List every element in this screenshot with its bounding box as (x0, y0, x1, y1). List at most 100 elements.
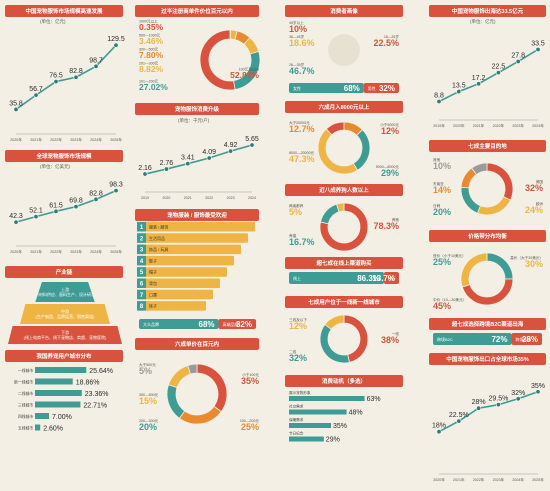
rank-bar (137, 222, 255, 232)
category-label: 社交需求 (289, 404, 304, 409)
donut-slice (352, 129, 371, 171)
data-label: 82.8 (89, 190, 103, 197)
age-label: 36—45岁 (289, 34, 305, 39)
split-segment (511, 333, 542, 345)
data-point (456, 418, 462, 424)
data-point (495, 70, 501, 76)
chain-title: 产业链 (5, 266, 123, 278)
data-point (206, 155, 212, 161)
split-value: 32% (379, 84, 395, 93)
data-label: 2.16 (138, 165, 152, 172)
split-label: 线上 (293, 275, 301, 281)
slice-value: 5% (289, 207, 302, 217)
data-point (53, 208, 59, 214)
chain-level-down-body: (线上电商平台、线下宠物店、商超、宠物医院) (23, 335, 107, 340)
split-value: 32% (236, 320, 252, 329)
data-label: 17.2 (472, 75, 486, 82)
donut-slice (324, 314, 345, 330)
data-point (249, 142, 255, 148)
slice-value: 3.46% (139, 36, 164, 46)
avg-title: 宠物服饰消费升级 (135, 103, 259, 115)
rank-label: 口罩 (149, 291, 157, 297)
tick-label: 2020年 (433, 477, 445, 482)
split-segment (383, 272, 399, 284)
export-unit: (单位：亿元) (470, 19, 496, 24)
scale-line-chart: 42.3 2020年 52.1 2021年 61.5 2022年 69.8 2023年 82.8… (9, 182, 123, 254)
rank-number: 2 (140, 236, 144, 242)
series-line (438, 390, 539, 433)
bar-value: 7.00% (52, 414, 72, 421)
slice-label: 5000—8000元 (376, 165, 400, 169)
price-title: 过半注册商单件价位百元以内 (135, 5, 259, 17)
bar-value: 22.71% (83, 403, 107, 410)
slice-value: 30% (525, 259, 543, 269)
tick-label: 2020年 (453, 123, 465, 128)
slice-label: 大于500元 (139, 362, 156, 367)
slice-label: 高价（大于30美元） (510, 255, 543, 260)
consumer-age-chart: 10%45岁以上 18.6%36—45岁 46.7%26—35岁 22.5%18—25… (289, 20, 399, 76)
tick-label: 2024年 (512, 477, 524, 482)
export-title: 中国宠物服饰出海达33.5亿元 (429, 5, 546, 17)
data-label: 8.8 (434, 92, 444, 99)
donut-slice (196, 363, 228, 413)
split-label: 线下 (388, 275, 396, 281)
slice-label: 8000—20000元 (289, 151, 315, 155)
data-label: 2.76 (160, 160, 174, 167)
data-point (495, 402, 501, 408)
rank-bar (137, 301, 206, 311)
data-label: 82.8 (69, 68, 83, 75)
online-title: 超七成在线上渠道购买 (285, 257, 403, 269)
slice-label: 欧洲 (536, 201, 544, 206)
data-point (142, 171, 148, 177)
split-segment (139, 319, 219, 329)
donut-slice (199, 29, 236, 91)
split-value: 72% (491, 335, 507, 344)
priceb-donut-chart: 25%低价（小于10美元） 45%中价（10—30美元） 30%高价（大于30美元） (433, 252, 543, 311)
donut-slice (319, 323, 350, 364)
series-line (15, 44, 117, 111)
chain-level-mid-body: (生产制造、品牌运营、销售渠道) (35, 314, 95, 319)
slice-value: 0.35% (139, 22, 164, 32)
data-point (228, 148, 234, 154)
donut-slice (461, 278, 514, 306)
split-value: 68% (344, 84, 360, 93)
split-segment (433, 333, 512, 345)
tick-label: 2025年 (110, 137, 122, 142)
data-label: 29.5% (488, 396, 508, 403)
bar-value: 2.60% (43, 426, 63, 433)
bar-value: 35% (333, 423, 347, 430)
market-unit: (单位：亿元) (40, 19, 66, 24)
slice-value: 29% (381, 168, 399, 178)
category-label: 保暖需求 (289, 417, 304, 422)
slice-label: 100—200元 (240, 419, 260, 423)
data-point (163, 166, 169, 172)
slice-value: 12% (381, 126, 399, 136)
tick-label: 2024年 (90, 249, 102, 254)
consumer-title: 消费者画像 (285, 5, 403, 17)
series-line (438, 48, 539, 103)
data-label: 98.3 (109, 182, 123, 189)
slice-label: 201—300元 (139, 62, 159, 66)
slice-label: 中价（10—30美元） (433, 297, 466, 302)
rank-number: 5 (140, 270, 144, 276)
tick-label: 2019年 (433, 123, 445, 128)
slice-value: 20% (139, 422, 157, 432)
chain-level-up: 上游 (原材料供应、面料生产、设计研发) (35, 282, 95, 302)
data-point (93, 63, 99, 69)
slice-label: 低价（小于10美元） (433, 253, 466, 258)
rank-badge (137, 233, 146, 243)
tick-label: 2025年 (532, 477, 544, 482)
rank-label: 生活用品 (149, 235, 165, 241)
market-line-chart: 35.8 2020年 56.7 2021年 76.5 2022年 82.8 2023年 98.7… (9, 36, 125, 142)
data-label: 76.5 (49, 73, 63, 80)
slice-label: 养狗 (392, 217, 400, 222)
rank-number: 3 (140, 248, 144, 254)
slice-value: 5% (139, 366, 152, 376)
data-point (113, 188, 119, 194)
rank-label: 饰品 / 玩具 (149, 246, 168, 252)
tick-label: 2021年 (473, 123, 485, 128)
rank-badge (137, 267, 146, 277)
slice-label: 两者都养 (289, 203, 304, 208)
rank-number: 6 (140, 282, 144, 288)
data-label: 32% (511, 390, 525, 397)
